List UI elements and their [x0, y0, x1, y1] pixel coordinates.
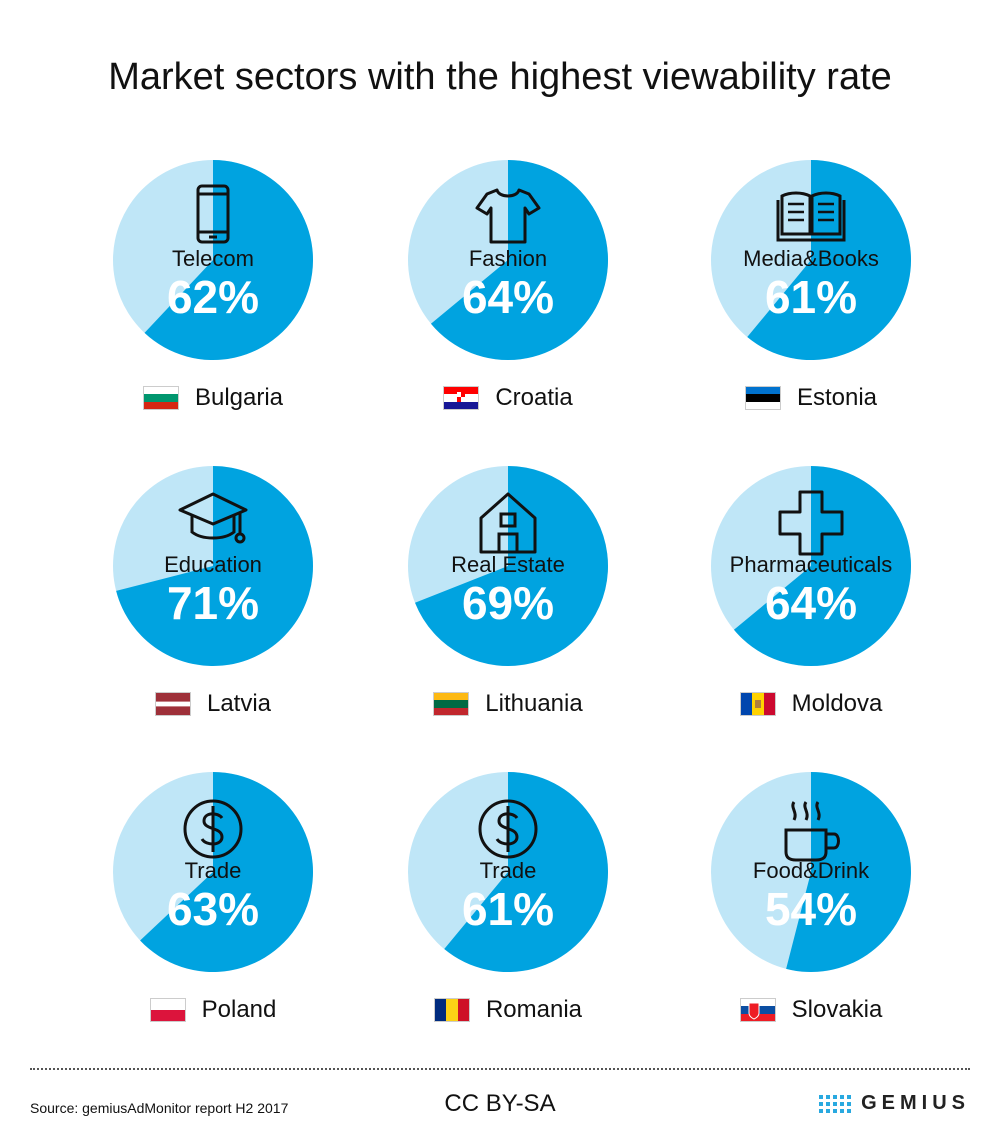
sector-label: Food&Drink: [752, 858, 870, 883]
flag-estonia-icon: [744, 386, 781, 410]
pie-card-poland: Trade 63% Poland: [63, 772, 363, 1042]
country-label: Estonia: [796, 384, 878, 411]
pie-chart: [711, 772, 911, 972]
flag-romania-icon: [433, 998, 470, 1022]
pie-chart: [408, 160, 608, 360]
pie-svg: [408, 466, 608, 666]
flag-bulgaria-icon: [142, 386, 179, 410]
percent-label: 64%: [764, 577, 858, 629]
pie-card-lithuania: Real Estate 69% Lithuania: [358, 466, 658, 736]
pie-card-romania: Trade 61% Romania: [358, 772, 658, 1042]
sector-label: Real Estate: [451, 552, 565, 577]
pie-chart: [113, 160, 313, 360]
logo-text: GEMIUS: [861, 1092, 970, 1114]
country-label: Poland: [201, 996, 277, 1023]
flag-croatia-icon: [443, 386, 480, 410]
pie-svg: [711, 466, 911, 666]
flag-poland-icon: [149, 998, 186, 1022]
country-row: Latvia: [63, 688, 363, 720]
pie-slice-viewable: [116, 466, 313, 666]
country-label: Lithuania: [485, 690, 583, 717]
sector-label: Media&Books: [743, 246, 879, 271]
pie-slice-viewable: [444, 772, 608, 972]
license-label: CC BY-SA: [444, 1090, 556, 1117]
chart-title: Market sectors with the highest viewabil…: [108, 56, 892, 98]
pie-slice-viewable: [430, 160, 608, 360]
pie-svg: [711, 772, 911, 972]
pie-chart: [113, 772, 313, 972]
pie-slice-viewable: [733, 466, 911, 666]
pie-card-latvia: Education 71% Latvia: [63, 466, 363, 736]
percent-label: 69%: [461, 577, 555, 629]
pie-card-slovakia: Food&Drink 54% Slovakia: [661, 772, 961, 1042]
footer-divider: [30, 1068, 970, 1070]
pie-chart: [408, 466, 608, 666]
pie-chart: [711, 466, 911, 666]
flag-slovakia-icon: [739, 998, 776, 1022]
pie-svg: [711, 160, 911, 360]
flag-lithuania-icon: [433, 692, 470, 716]
percent-label: 63%: [166, 883, 260, 935]
pie-card-croatia: Fashion 64% Croatia: [358, 160, 658, 430]
pie-svg: [113, 772, 313, 972]
pie-slice-viewable: [747, 160, 911, 360]
pie-chart: [113, 466, 313, 666]
percent-label: 61%: [764, 271, 858, 323]
country-label: Latvia: [206, 690, 272, 717]
hot-cup-icon: [776, 794, 846, 864]
pie-chart: [711, 160, 911, 360]
sector-label: Pharmaceuticals: [729, 552, 893, 577]
pie-slice-viewable: [786, 772, 911, 972]
pie-svg: [408, 772, 608, 972]
percent-label: 71%: [166, 577, 260, 629]
flag-latvia-icon: [154, 692, 191, 716]
country-label: Moldova: [791, 690, 883, 717]
flag-moldova-icon: [739, 692, 776, 716]
percent-label: 64%: [461, 271, 555, 323]
percent-label: 61%: [461, 883, 555, 935]
country-row: Bulgaria: [63, 382, 363, 414]
country-row: Croatia: [358, 382, 658, 414]
sector-label: Telecom: [172, 246, 254, 271]
percent-label: 62%: [166, 271, 260, 323]
country-row: Slovakia: [661, 994, 961, 1026]
pie-chart: [408, 772, 608, 972]
percent-label: 54%: [764, 883, 858, 935]
graduation-cap-icon: [178, 488, 248, 558]
open-book-icon: [776, 182, 846, 252]
pie-slice-viewable: [415, 466, 608, 666]
pie-slice-viewable: [144, 160, 313, 360]
pie-svg: [113, 466, 313, 666]
country-row: Lithuania: [358, 688, 658, 720]
medical-cross-icon: [776, 488, 846, 558]
sector-label: Fashion: [468, 246, 548, 271]
country-row: Romania: [358, 994, 658, 1026]
country-row: Moldova: [661, 688, 961, 720]
source-note: Source: gemiusAdMonitor report H2 2017: [30, 1100, 289, 1116]
sector-label: Education: [164, 552, 262, 577]
tshirt-icon: [473, 182, 543, 252]
country-row: Estonia: [661, 382, 961, 414]
pie-svg: [408, 160, 608, 360]
dollar-coin-icon: [178, 794, 248, 864]
logo-dots-icon: [819, 1094, 852, 1113]
country-label: Slovakia: [791, 996, 883, 1023]
pie-card-bulgaria: Telecom 62% Bulgaria: [63, 160, 363, 430]
sector-label: Trade: [184, 858, 242, 883]
pie-card-estonia: Media&Books 61% Estonia: [661, 160, 961, 430]
country-label: Croatia: [495, 384, 573, 411]
gemius-logo: GEMIUS: [819, 1092, 970, 1115]
house-icon: [473, 488, 543, 558]
sector-label: Trade: [479, 858, 537, 883]
country-row: Poland: [63, 994, 363, 1026]
dollar-coin-icon: [473, 794, 543, 864]
smartphone-icon: [178, 182, 248, 252]
country-label: Romania: [485, 996, 583, 1023]
pie-slice-viewable: [140, 772, 313, 972]
country-label: Bulgaria: [194, 384, 284, 411]
pie-card-moldova: Pharmaceuticals 64% Moldova: [661, 466, 961, 736]
pie-svg: [113, 160, 313, 360]
